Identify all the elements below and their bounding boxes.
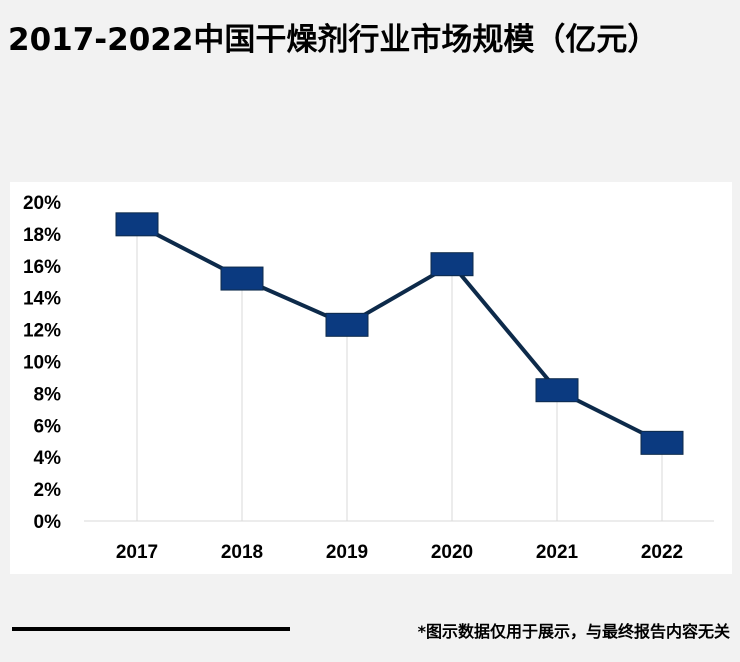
x-tick-label: 2017: [116, 542, 158, 563]
footer-rule: [12, 627, 290, 631]
chart-title: 2017-2022中国干燥剂行业市场规模（亿元）: [8, 22, 659, 58]
data-point-marker: [115, 212, 159, 237]
data-point-marker: [535, 378, 579, 403]
y-tick-label: 18%: [23, 225, 61, 246]
data-point-marker: [430, 252, 474, 277]
data-point-marker: [325, 312, 369, 337]
data-point-marker: [220, 266, 264, 291]
x-tick-label: 2018: [221, 542, 263, 563]
y-tick-label: 0%: [34, 512, 62, 533]
x-tick-label: 2019: [326, 542, 368, 563]
footnote: *图示数据仅用于展示，与最终报告内容无关: [417, 622, 730, 641]
y-tick-label: 6%: [34, 416, 62, 437]
y-tick-label: 12%: [23, 321, 61, 342]
y-tick-label: 8%: [34, 384, 62, 405]
x-tick-label: 2020: [431, 542, 473, 563]
x-tick-label: 2022: [641, 542, 683, 563]
y-tick-label: 20%: [23, 193, 61, 214]
y-tick-label: 16%: [23, 257, 61, 278]
y-tick-label: 14%: [23, 289, 61, 310]
x-tick-label: 2021: [536, 542, 579, 563]
chart-panel: [10, 182, 732, 574]
series-line: [136, 222, 663, 445]
y-tick-label: 10%: [23, 353, 61, 374]
y-tick-label: 2%: [34, 480, 62, 501]
data-point-marker: [640, 430, 684, 455]
y-tick-label: 4%: [34, 448, 62, 469]
